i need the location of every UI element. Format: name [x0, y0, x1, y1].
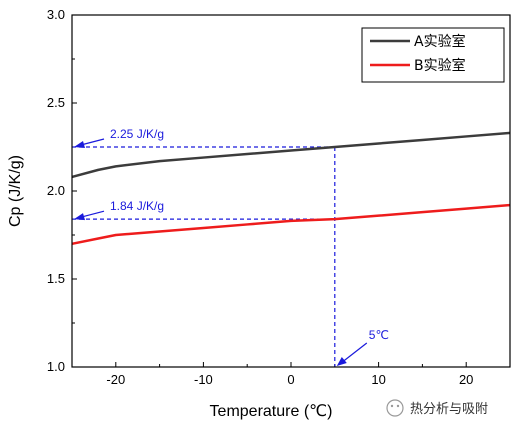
ticks-layer: -20 -10 0 10 20 1.0 1.5 2.0 2.5 3.0 [47, 7, 474, 387]
legend: A实验室 B实验室 [361, 27, 505, 83]
series-line-a [71, 131, 511, 179]
annotation-lines [72, 146, 336, 367]
legend-entry: B实验室 [414, 57, 466, 74]
x-axis-label: Temperature (℃) [210, 403, 333, 420]
watermark-icon-dot [396, 404, 400, 408]
annotation-arrowhead [74, 141, 85, 148]
x-tick-label: 20 [459, 372, 473, 387]
annotation-labels: 2.25 J/K/g 1.84 J/K/g 5℃ [74, 127, 389, 366]
x-tick-label: -20 [106, 372, 125, 387]
annotation-arrowhead [74, 213, 85, 221]
series-line-b [71, 203, 511, 246]
y-tick-label: 3.0 [47, 7, 65, 22]
y-tick-label: 1.0 [47, 359, 65, 374]
x-tick-label: 0 [287, 372, 294, 387]
watermark: 热分析与吸附 [386, 399, 488, 417]
legend-box [361, 27, 505, 83]
x-tick-label: -10 [194, 372, 213, 387]
watermark-icon-dot [390, 404, 394, 408]
x-tick-label: 10 [371, 372, 385, 387]
y-tick-label: 2.5 [47, 95, 65, 110]
annotation-label: 2.25 J/K/g [110, 127, 164, 141]
plot-frame [71, 14, 511, 368]
watermark-text: 热分析与吸附 [410, 402, 488, 417]
annotation-label: 1.84 J/K/g [110, 199, 164, 213]
legend-entry: A实验室 [414, 33, 466, 50]
watermark-icon [386, 399, 404, 417]
annotation-arrowhead [336, 357, 347, 366]
annotation-label: 5℃ [369, 328, 389, 342]
y-tick-label: 1.5 [47, 271, 65, 286]
y-axis-label: Cp (J/K/g) [7, 155, 24, 227]
series-layer [71, 131, 511, 246]
y-tick-label: 2.0 [47, 183, 65, 198]
